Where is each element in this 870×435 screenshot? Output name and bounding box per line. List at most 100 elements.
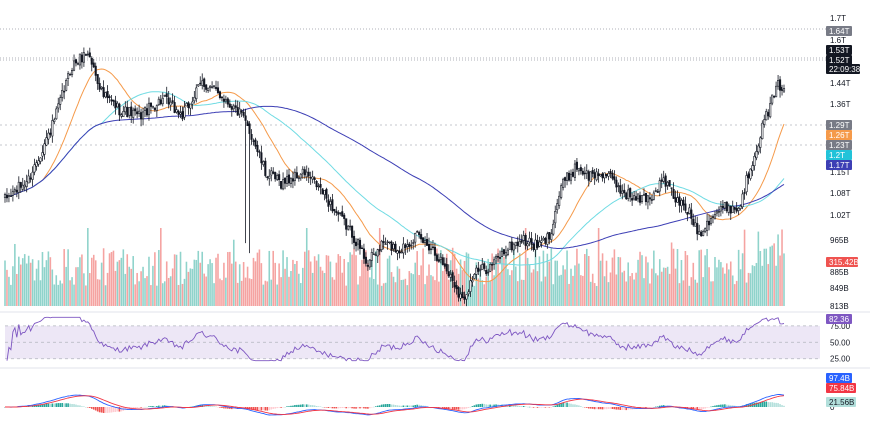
macd-histogram-bar	[100, 407, 103, 413]
candle-body	[69, 74, 72, 76]
volume-bar	[242, 262, 245, 306]
macd-histogram-bar	[284, 407, 286, 408]
volume-bar	[92, 254, 95, 306]
macd-histogram-bar	[116, 407, 119, 412]
macd-histogram-bar	[572, 404, 574, 407]
volume-bar	[114, 270, 117, 306]
macd-histogram-bar	[584, 407, 586, 408]
volume-bar	[234, 261, 237, 306]
candle-body	[577, 168, 580, 172]
macd-histogram-bar	[337, 407, 340, 409]
volume-bar	[542, 250, 545, 306]
candle-body	[151, 105, 154, 109]
volume-bar	[349, 252, 351, 306]
candle-body	[114, 100, 117, 109]
volume-bar	[633, 279, 635, 306]
macd-histogram-bar	[61, 403, 63, 407]
candle-body	[266, 176, 269, 179]
macd-histogram-bar	[625, 407, 628, 411]
candle-body	[782, 88, 786, 92]
candle-body	[735, 207, 738, 212]
macd-histogram-bar	[321, 407, 324, 408]
candle-body	[575, 161, 578, 170]
volume-bar	[418, 275, 420, 306]
candle-body	[489, 264, 492, 272]
candle-body	[398, 250, 401, 254]
candle-body	[23, 184, 26, 188]
candle-body	[19, 182, 22, 188]
volume-bar	[647, 262, 649, 306]
candle-body	[218, 91, 222, 98]
candle-body	[737, 208, 740, 211]
volume-bar	[252, 257, 255, 306]
volume-bar	[449, 260, 452, 306]
macd-histogram-bar	[406, 405, 409, 407]
macd-histogram-bar	[205, 405, 207, 407]
volume-bar	[601, 253, 604, 306]
macd-histogram-bar	[296, 404, 298, 407]
macd-histogram-bar	[307, 404, 310, 407]
volume-bar	[14, 243, 16, 306]
badge-current-price-bg	[826, 55, 852, 65]
macd-histogram-bar	[386, 404, 389, 407]
badge-volume: 315.42B	[829, 258, 859, 267]
macd-histogram-bar	[150, 406, 152, 407]
volume-bar	[526, 257, 529, 306]
volume-bars	[4, 228, 785, 306]
volume-bar	[331, 277, 334, 306]
candle-body	[21, 184, 24, 190]
macd-histogram-bar	[767, 402, 770, 407]
candle-body	[477, 267, 480, 272]
candle-body	[723, 202, 726, 209]
candle-body	[686, 211, 689, 215]
volume-bar	[165, 261, 168, 306]
volume-bar	[102, 248, 105, 306]
candle-body	[599, 174, 602, 177]
volume-bar	[384, 282, 387, 306]
candle-body	[11, 191, 14, 196]
volume-bar	[140, 271, 142, 306]
volume-bar	[45, 260, 48, 306]
macd-histogram-bar	[288, 406, 290, 407]
volume-bar	[341, 272, 344, 306]
candle-body	[487, 271, 490, 274]
macd-histogram-bar	[357, 407, 359, 409]
macd-histogram-bar	[51, 403, 54, 407]
volume-bar	[408, 271, 411, 306]
volume-bar	[493, 275, 495, 306]
volume-bar	[706, 248, 708, 306]
volume-bar	[144, 278, 146, 306]
macd-histogram-bar	[388, 404, 391, 407]
candle-body	[76, 63, 80, 65]
macd-histogram-bar	[550, 407, 553, 408]
candle-body	[230, 106, 233, 110]
candle-body	[465, 294, 468, 300]
volume-bar	[702, 277, 704, 306]
macd-histogram-bar	[574, 404, 576, 407]
candle-body	[242, 111, 245, 116]
candle-body	[656, 191, 659, 193]
volume-bar	[246, 266, 249, 306]
volume-bar	[227, 252, 229, 306]
candle-body	[179, 112, 182, 115]
volume-bar	[18, 256, 20, 306]
macd-histogram-bar	[520, 406, 523, 407]
volume-bar	[47, 251, 50, 306]
volume-bar	[12, 266, 14, 306]
candle-body	[147, 102, 151, 116]
macd-histogram-bar	[698, 407, 700, 410]
volume-bar	[171, 268, 174, 306]
volume-bar	[424, 284, 426, 306]
badge-volume-bg	[826, 257, 858, 267]
candle-body	[82, 52, 85, 63]
macd-histogram-bar	[59, 403, 62, 407]
candle-body	[506, 249, 509, 255]
volume-bar	[8, 276, 10, 306]
macd-histogram-bar	[783, 405, 785, 407]
badge-ma-4-bg	[826, 150, 852, 160]
candle-body	[698, 231, 701, 235]
candle-body	[252, 140, 255, 142]
candle-body	[9, 195, 12, 197]
